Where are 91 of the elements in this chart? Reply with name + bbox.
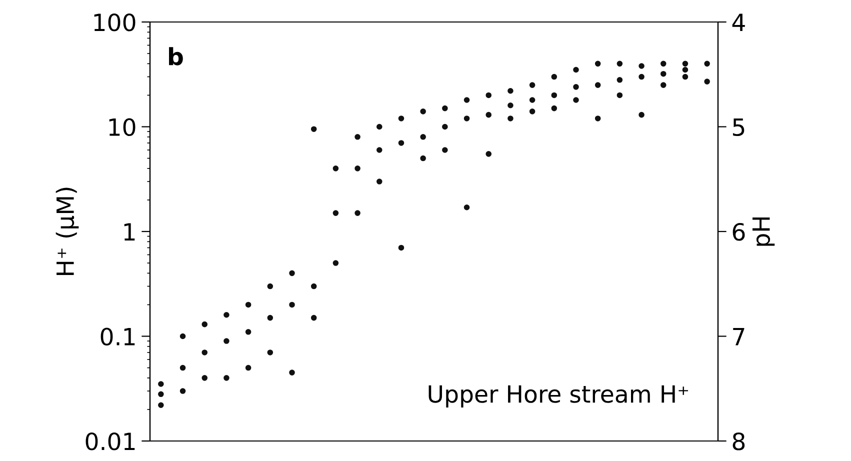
annotation: b — [169, 47, 183, 66]
point — [180, 333, 186, 340]
point — [224, 375, 230, 381]
y2-axis-title: pH — [752, 217, 775, 246]
y2-tick-label: 6 — [732, 222, 745, 241]
point — [594, 82, 601, 88]
point — [573, 84, 579, 90]
point — [442, 105, 448, 112]
point — [486, 151, 492, 157]
point — [616, 60, 623, 67]
point — [508, 102, 514, 108]
point — [332, 210, 339, 216]
y2-tick-label: 7 — [733, 328, 744, 346]
point — [289, 270, 295, 276]
point — [704, 78, 710, 84]
point — [486, 92, 492, 98]
point — [594, 116, 601, 122]
point — [594, 60, 601, 67]
y-tick-label: 0.01 — [86, 432, 135, 450]
point — [332, 260, 339, 266]
point — [529, 82, 536, 88]
point — [682, 66, 688, 73]
y-tick-label: 100 — [94, 13, 136, 32]
point — [682, 60, 688, 67]
point — [660, 82, 666, 88]
point — [464, 97, 470, 103]
point — [310, 283, 317, 290]
y2-tick-label: 4 — [732, 14, 745, 31]
point — [158, 402, 164, 408]
y-tick-label: 0.1 — [100, 328, 135, 346]
point — [464, 204, 470, 210]
point — [551, 105, 558, 112]
point — [224, 312, 230, 318]
y-tick-label: 1 — [124, 223, 135, 240]
point — [180, 364, 186, 371]
point — [573, 97, 579, 103]
y-axis-title: H⁺ (μM) — [56, 188, 79, 275]
point — [376, 147, 382, 153]
point — [529, 108, 536, 114]
point — [332, 166, 339, 172]
point — [616, 77, 623, 83]
point — [573, 66, 579, 73]
point — [704, 60, 710, 67]
point — [289, 370, 295, 376]
point — [551, 74, 558, 80]
point — [354, 134, 360, 140]
point — [398, 116, 404, 122]
point — [158, 391, 164, 398]
point — [660, 70, 666, 77]
y2-tick-label: 8 — [732, 432, 745, 450]
point — [202, 375, 208, 381]
point — [508, 116, 514, 122]
point — [638, 74, 644, 80]
point — [638, 63, 644, 69]
point — [464, 116, 470, 122]
point — [616, 92, 623, 98]
point — [398, 244, 404, 251]
point — [682, 74, 688, 80]
point — [202, 350, 208, 356]
y-tick-label: 10 — [109, 118, 136, 136]
point — [442, 147, 448, 153]
point — [660, 60, 666, 67]
point — [289, 302, 295, 308]
point — [310, 314, 317, 321]
point — [529, 97, 536, 103]
point — [551, 92, 558, 98]
point — [420, 134, 426, 140]
point — [245, 302, 252, 308]
point — [376, 124, 382, 130]
point — [267, 314, 274, 321]
point — [310, 126, 317, 132]
point — [224, 338, 230, 344]
point — [202, 321, 208, 328]
annotation: Upper Hore stream H⁺ — [428, 385, 688, 408]
point — [180, 388, 186, 394]
point — [267, 350, 274, 356]
point — [442, 124, 448, 130]
point — [638, 112, 644, 118]
point — [398, 140, 404, 146]
point — [508, 88, 514, 94]
point — [420, 155, 426, 162]
point — [245, 364, 252, 371]
point — [376, 178, 382, 184]
y2-tick-label: 5 — [733, 118, 744, 136]
point — [245, 329, 252, 335]
point — [420, 108, 426, 114]
point — [354, 166, 360, 172]
point — [486, 112, 492, 118]
point — [354, 210, 360, 216]
point — [158, 381, 164, 387]
point — [267, 283, 274, 290]
